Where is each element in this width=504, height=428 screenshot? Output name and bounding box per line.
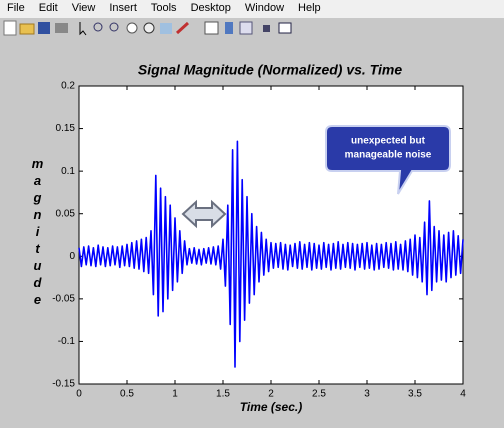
- x-tick-label: 1: [172, 389, 178, 400]
- y-tick-label: -0.1: [58, 336, 76, 347]
- y-tick-label: 0.1: [61, 166, 75, 177]
- y-tick-label: -0.05: [52, 293, 75, 304]
- y-tick-label: 0.15: [56, 123, 76, 134]
- x-axis-label: Time (sec.): [240, 400, 302, 414]
- menu-item[interactable]: Window: [238, 0, 291, 18]
- menu-item[interactable]: Edit: [32, 0, 65, 18]
- y-tick-label: 0: [69, 251, 75, 262]
- x-tick-label: 0: [76, 389, 82, 400]
- x-tick-label: 2.5: [312, 389, 326, 400]
- menu-item[interactable]: Insert: [102, 0, 144, 18]
- x-tick-label: 0.5: [120, 389, 134, 400]
- menu-item[interactable]: View: [65, 0, 103, 18]
- menu-item[interactable]: Tools: [144, 0, 184, 18]
- x-tick-label: 1.5: [216, 389, 230, 400]
- annotation-text: manageable noise: [345, 150, 432, 161]
- annotation-text: unexpected but: [351, 136, 426, 147]
- x-tick-label: 3.5: [408, 389, 422, 400]
- menu-item[interactable]: Desktop: [184, 0, 238, 18]
- chart: Signal Magnitude (Normalized) vs. Time T…: [0, 39, 504, 428]
- chart-title: Signal Magnitude (Normalized) vs. Time: [138, 62, 402, 78]
- x-tick-label: 2: [268, 389, 274, 400]
- figure-window: FileEditViewInsertToolsDesktopWindowHelp…: [0, 0, 504, 428]
- y-tick-label: 0.05: [56, 208, 76, 219]
- y-tick-label: 0.2: [61, 81, 75, 92]
- y-tick-label: -0.15: [52, 379, 75, 390]
- x-tick-label: 4: [460, 389, 466, 400]
- menu-item[interactable]: Help: [291, 0, 328, 18]
- menu-item[interactable]: File: [0, 0, 32, 18]
- x-tick-label: 3: [364, 389, 370, 400]
- toolbar: [0, 18, 504, 38]
